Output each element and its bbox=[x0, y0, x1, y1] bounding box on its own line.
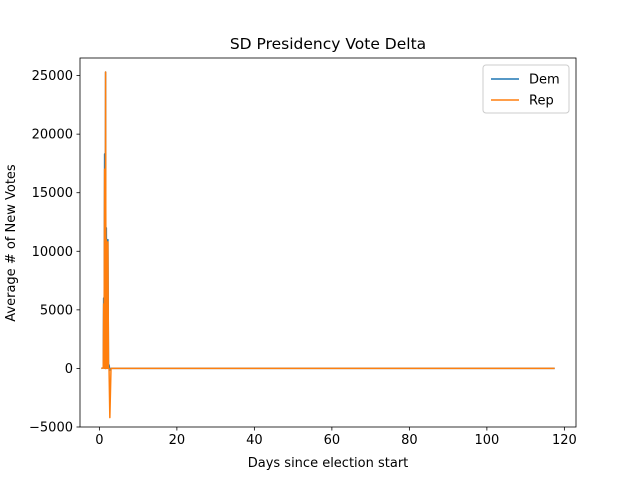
x-tick-label: 60 bbox=[324, 433, 341, 448]
plot-area bbox=[101, 71, 555, 419]
y-tick-label: 0 bbox=[65, 362, 73, 377]
x-tick-label: 120 bbox=[552, 433, 577, 448]
x-axis-label: Days since election start bbox=[248, 456, 409, 471]
x-tick-label: 40 bbox=[246, 433, 263, 448]
y-tick-label: 20000 bbox=[32, 128, 73, 143]
y-tick-label: 25000 bbox=[32, 69, 73, 84]
legend: Dem Rep bbox=[482, 64, 570, 114]
y-tick-label: −5000 bbox=[29, 421, 73, 436]
legend-label-dem: Dem bbox=[529, 73, 560, 88]
axes-frame bbox=[79, 57, 577, 428]
x-tick-label: 20 bbox=[169, 433, 186, 448]
x-tick-label: 0 bbox=[95, 433, 103, 448]
y-tick-label: 15000 bbox=[32, 186, 73, 201]
series-line-rep bbox=[101, 71, 555, 419]
y-tick-label: 10000 bbox=[32, 245, 73, 260]
chart-title: SD Presidency Vote Delta bbox=[230, 35, 426, 53]
x-tick-label: 100 bbox=[474, 433, 499, 448]
axes: 0 20 40 60 80 100 120 −5000 0 5000 10000 15000 20000… bbox=[29, 57, 577, 448]
y-tick-label: 5000 bbox=[40, 303, 73, 318]
y-axis-label: Average # of New Votes bbox=[4, 164, 19, 322]
x-tick-label: 80 bbox=[401, 433, 418, 448]
legend-box bbox=[482, 64, 570, 114]
legend-label-rep: Rep bbox=[529, 94, 554, 109]
